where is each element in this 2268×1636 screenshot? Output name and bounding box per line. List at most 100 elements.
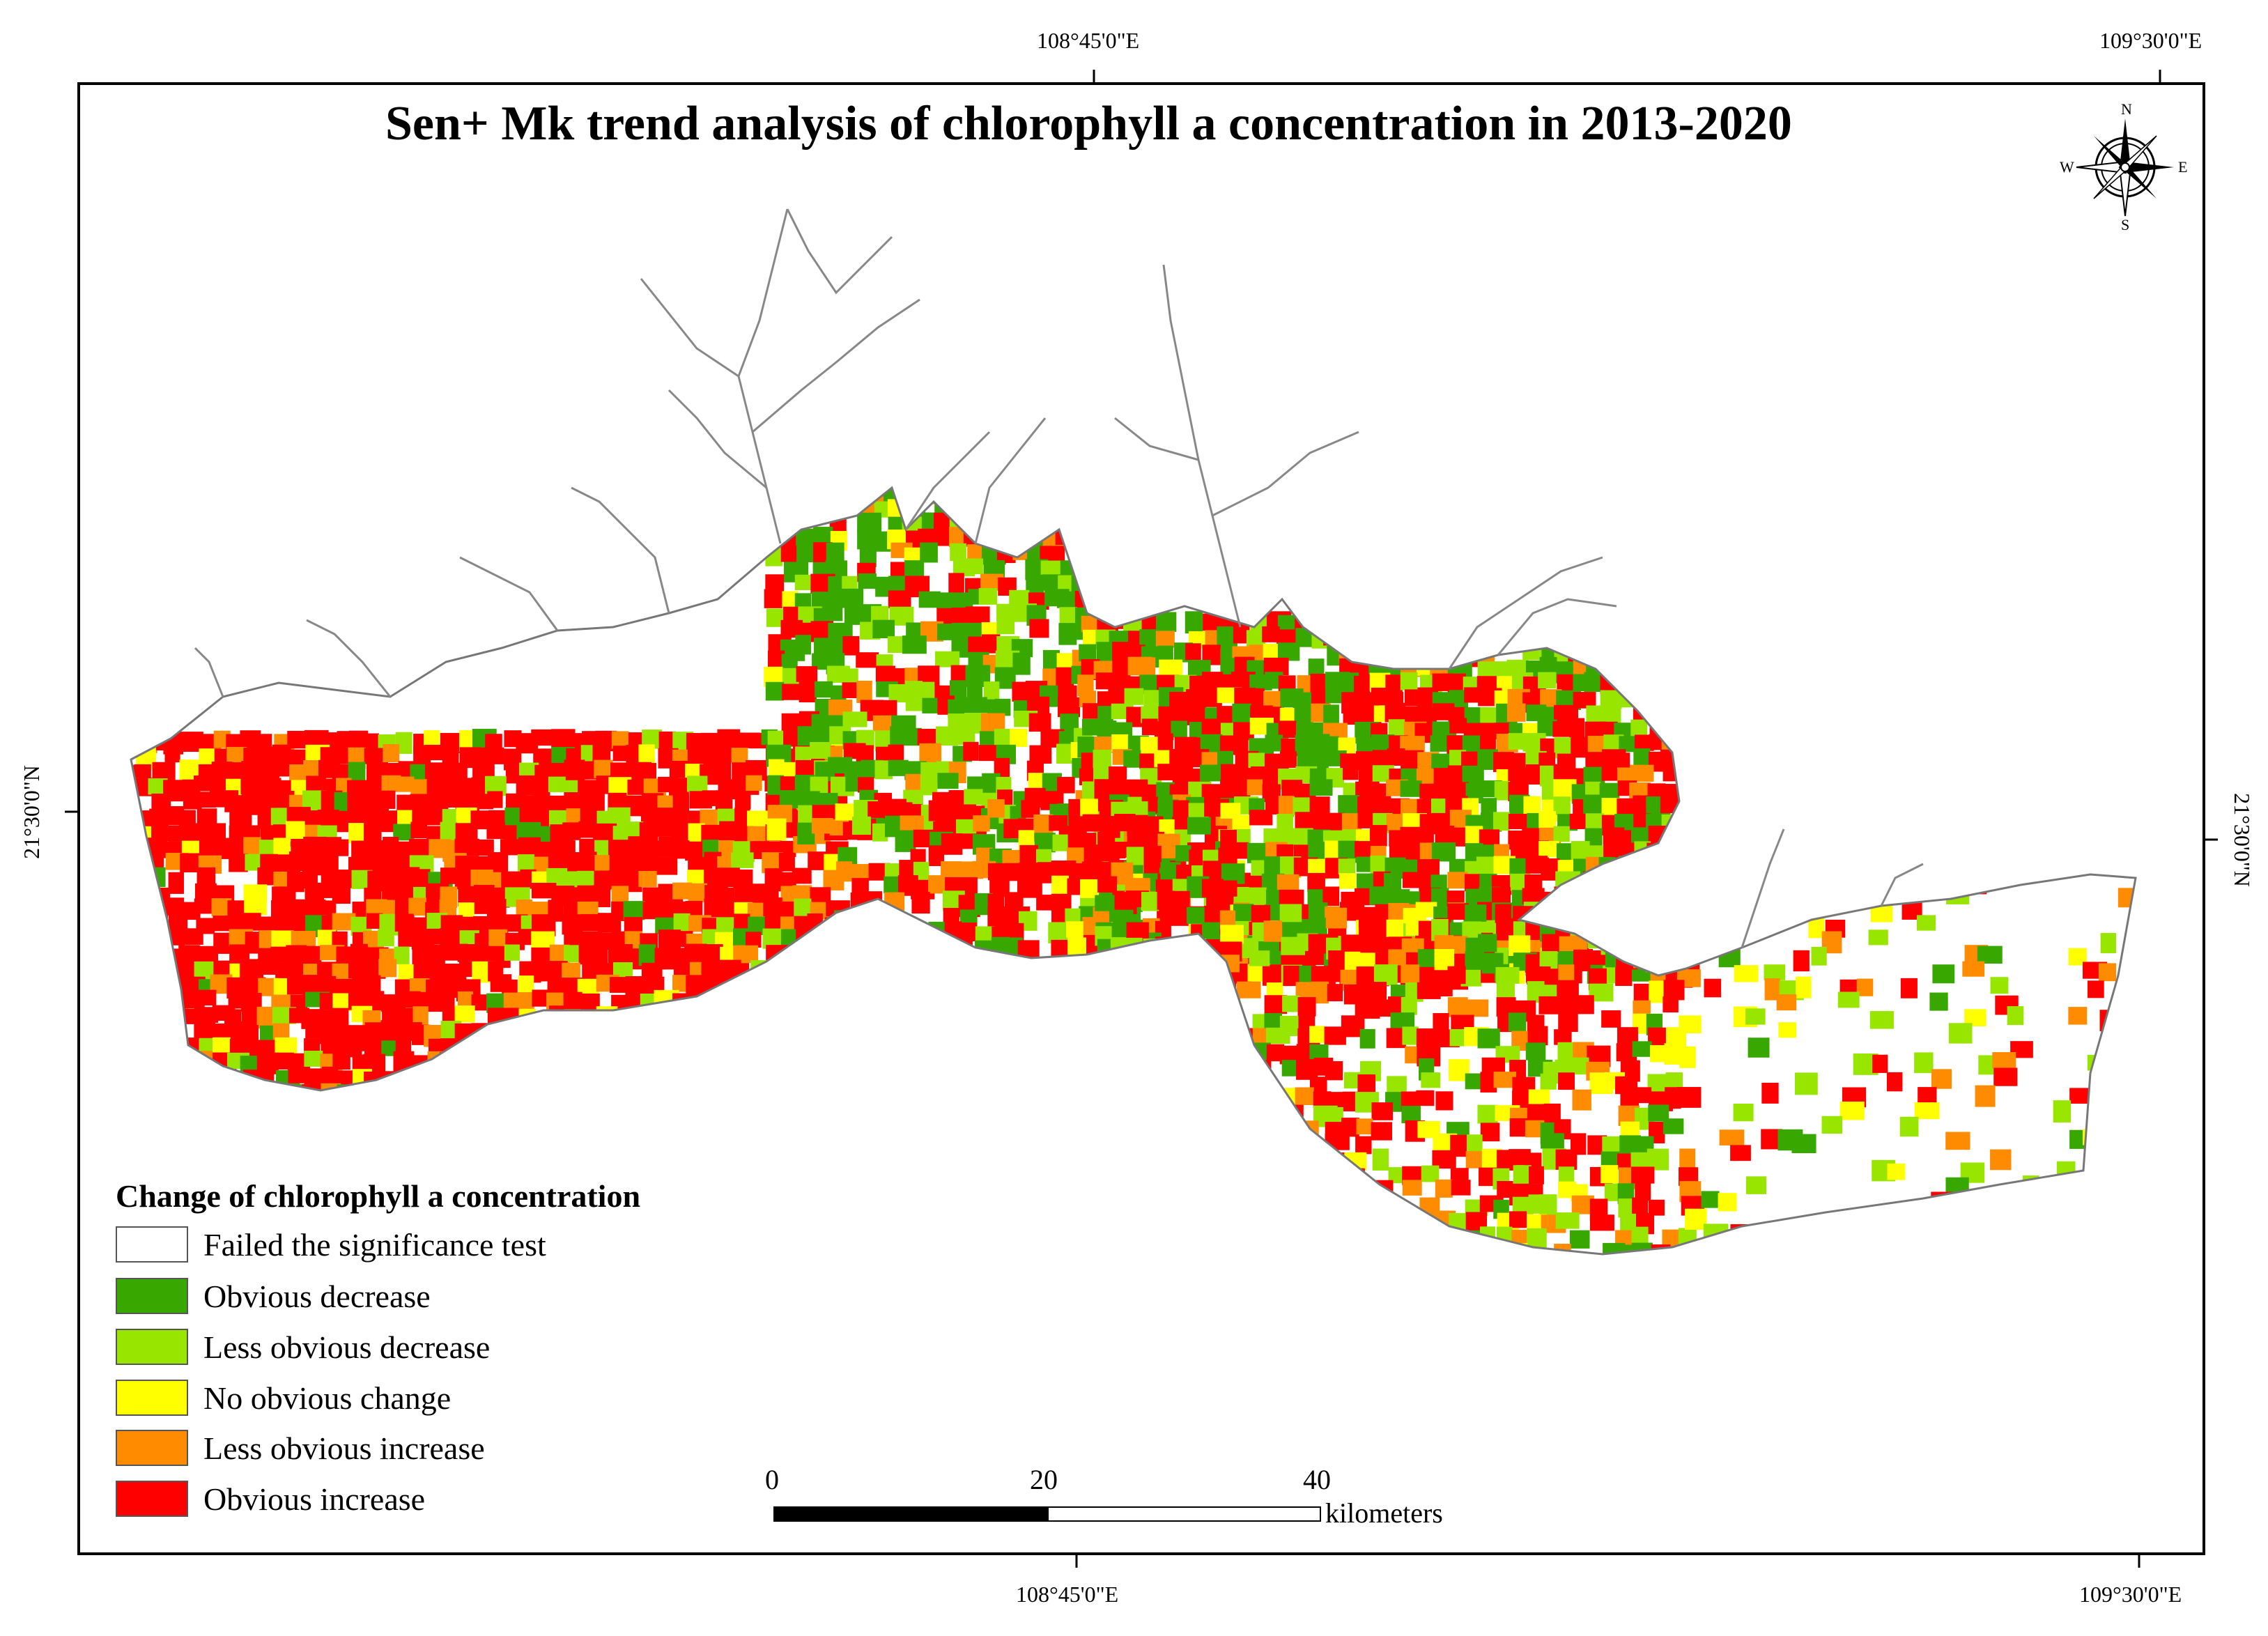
raster-cell xyxy=(426,944,445,965)
raster-cell xyxy=(288,1067,305,1083)
raster-cell xyxy=(858,777,874,793)
raster-cell xyxy=(1325,1060,1343,1081)
raster-cell xyxy=(1013,488,1035,502)
raster-cell xyxy=(316,900,337,916)
raster-cell xyxy=(102,918,122,939)
raster-cell xyxy=(1661,922,1681,939)
raster-cell xyxy=(1600,1165,1619,1184)
raster-cell xyxy=(750,1009,768,1031)
raster-cell xyxy=(1233,1121,1258,1143)
raster-cell xyxy=(952,729,975,746)
raster-cell xyxy=(2069,1221,2089,1237)
raster-cell xyxy=(1173,967,1192,985)
raster-cell xyxy=(764,993,785,1016)
raster-cell xyxy=(549,1055,574,1072)
raster-cell xyxy=(994,698,1011,716)
raster-cell xyxy=(920,451,939,469)
raster-cell xyxy=(1175,954,1199,970)
raster-cell xyxy=(798,470,821,486)
raster-cell xyxy=(998,515,1015,538)
raster-cell xyxy=(592,948,608,966)
raster-cell xyxy=(148,1024,171,1043)
raster-cell xyxy=(1660,642,1685,661)
raster-cell xyxy=(131,1022,145,1043)
raster-cell xyxy=(1308,658,1325,677)
raster-cell xyxy=(1220,1152,1238,1173)
raster-cell xyxy=(518,1008,536,1028)
raster-cell xyxy=(363,975,381,992)
raster-cell xyxy=(102,1025,127,1044)
raster-cell xyxy=(131,979,144,996)
raster-cell xyxy=(458,1099,478,1116)
raster-cell xyxy=(2053,1100,2072,1122)
raster-cell xyxy=(1434,1259,1453,1278)
raster-cell xyxy=(1962,872,1987,895)
raster-cell xyxy=(1526,704,1547,721)
raster-cell xyxy=(1869,1011,1894,1029)
raster-cell xyxy=(1573,902,1594,922)
raster-cell xyxy=(485,1102,507,1122)
raster-cell xyxy=(1233,904,1254,921)
raster-cell xyxy=(865,926,890,943)
raster-cell xyxy=(578,1067,601,1087)
raster-cell xyxy=(1449,1028,1467,1047)
raster-cell xyxy=(1977,946,2003,964)
raster-cell xyxy=(408,1083,426,1106)
raster-cell xyxy=(1480,630,1497,648)
raster-cell xyxy=(1252,1060,1272,1081)
raster-cell xyxy=(1171,972,1191,989)
raster-cell xyxy=(980,713,1005,732)
raster-cell xyxy=(716,1037,740,1056)
raster-cell xyxy=(838,969,858,991)
raster-cell xyxy=(470,1035,489,1058)
raster-cell xyxy=(1869,1221,1894,1243)
raster-cell xyxy=(1465,1240,1487,1254)
raster-cell xyxy=(1036,895,1053,911)
raster-cell xyxy=(1631,657,1649,677)
raster-cell xyxy=(1157,764,1175,780)
raster-cell xyxy=(1026,499,1042,520)
raster-cell xyxy=(779,1052,797,1071)
legend-swatch xyxy=(116,1481,188,1517)
raster-cell xyxy=(1041,466,1061,486)
raster-cell xyxy=(1649,688,1667,711)
raster-cell xyxy=(393,824,415,841)
raster-cell xyxy=(1028,488,1047,504)
raster-cell xyxy=(1886,1072,1903,1092)
raster-cell xyxy=(1646,644,1667,662)
raster-cell xyxy=(131,840,144,858)
raster-cell xyxy=(209,823,226,839)
raster-cell xyxy=(504,1102,521,1122)
raster-cell xyxy=(1508,1012,1527,1032)
raster-cell xyxy=(1447,1243,1469,1254)
raster-cell xyxy=(796,928,820,944)
raster-cell xyxy=(687,1084,709,1106)
raster-cell xyxy=(734,976,754,998)
compass-west: W xyxy=(2060,158,2074,176)
raster-cell xyxy=(1602,1136,1623,1154)
raster-cell xyxy=(107,993,125,1013)
raster-cell xyxy=(952,488,969,506)
raster-cell xyxy=(487,791,503,808)
raster-cell xyxy=(1887,1163,1906,1180)
raster-cell xyxy=(700,1008,716,1031)
raster-cell xyxy=(1293,1138,1311,1154)
raster-cell xyxy=(1496,982,1515,998)
raster-cell xyxy=(658,1083,681,1104)
raster-cell xyxy=(1402,1026,1419,1045)
raster-cell xyxy=(488,1082,511,1102)
raster-cell xyxy=(1111,734,1129,753)
raster-cell xyxy=(640,805,657,824)
raster-cell xyxy=(950,543,966,562)
raster-cell xyxy=(2007,1006,2024,1026)
raster-cell xyxy=(1281,936,1305,955)
raster-cell xyxy=(1663,861,1679,879)
raster-cell xyxy=(131,867,141,890)
raster-cell xyxy=(516,900,533,919)
raster-cell xyxy=(1480,1122,1500,1142)
raster-cell xyxy=(1633,1260,1653,1279)
raster-cell xyxy=(1295,1151,1318,1172)
legend-label: Obvious increase xyxy=(203,1481,426,1517)
raster-cell xyxy=(715,760,732,783)
raster-cell xyxy=(1760,886,1782,902)
